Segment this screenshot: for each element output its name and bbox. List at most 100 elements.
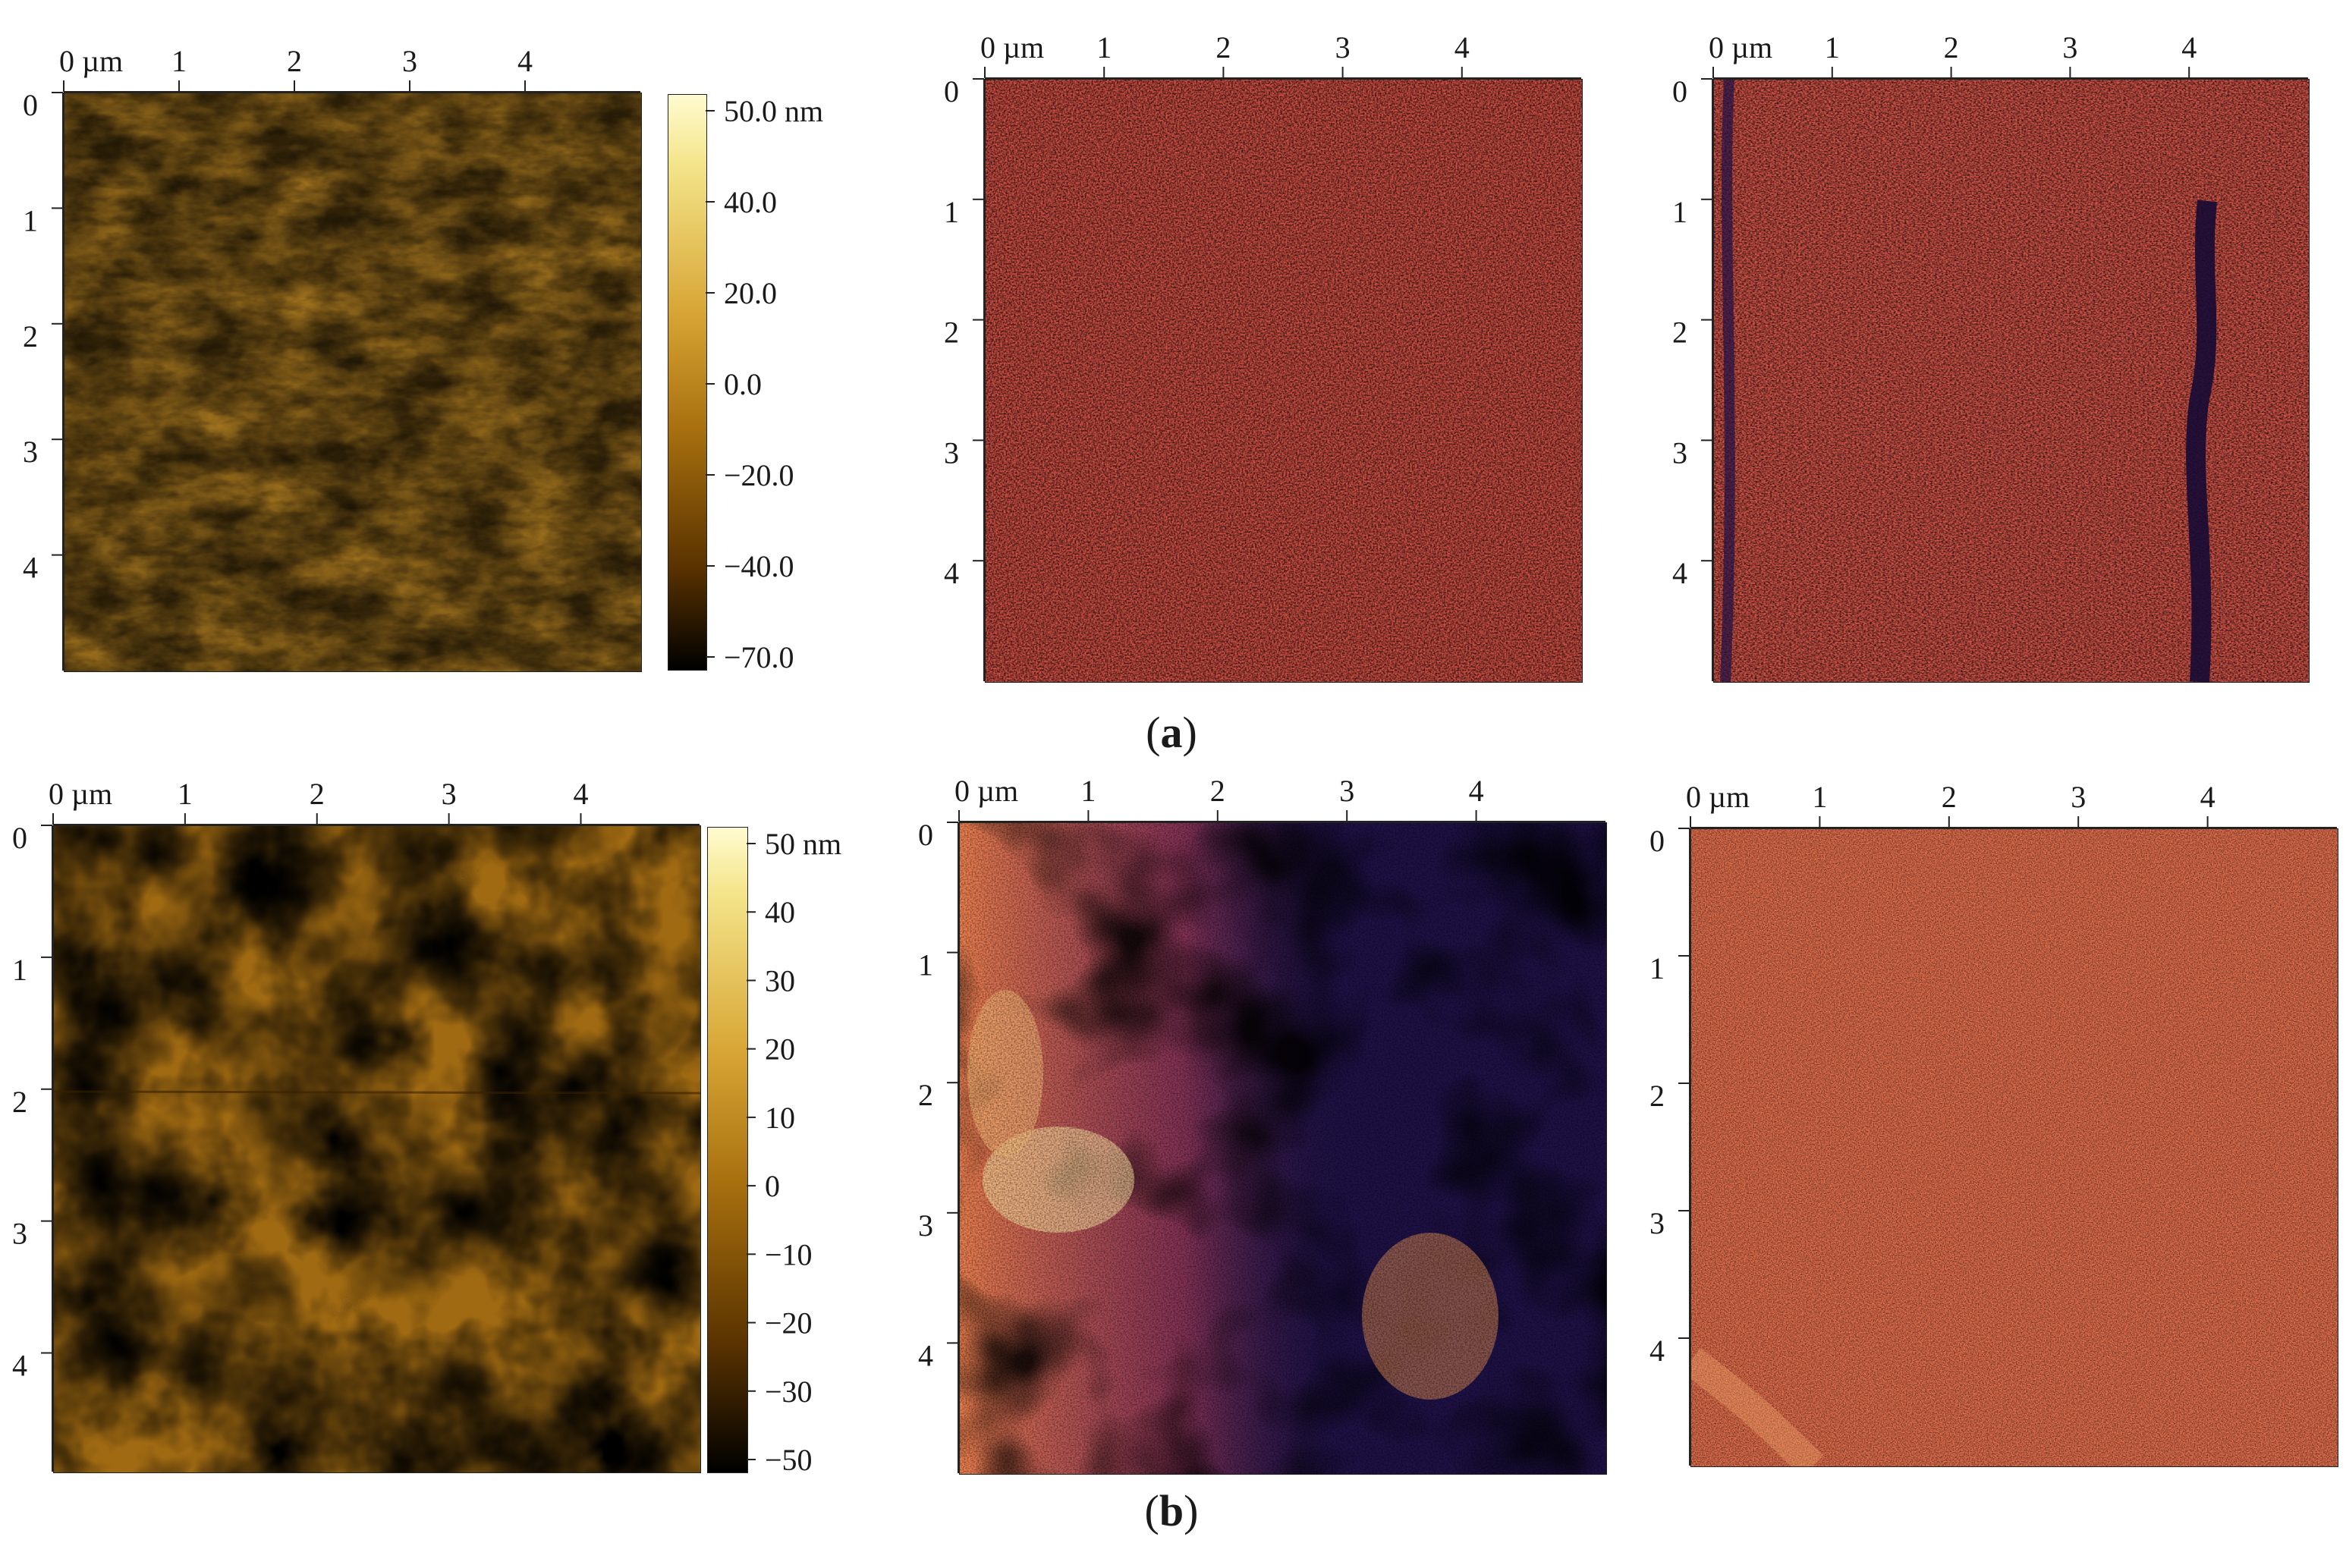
colorbar-tick-label: 20.0 [724, 276, 777, 310]
y-tick-label: 1 [944, 195, 959, 229]
y-tick-label: 4 [1649, 1334, 1665, 1368]
y-tick-label: 2 [12, 1085, 27, 1119]
caption-a: (a) [1146, 708, 1197, 757]
caption-b-letter: b [1159, 1486, 1184, 1535]
x-tick-label: 4 [1454, 30, 1470, 64]
colorbar-tick-label: 40.0 [724, 185, 777, 219]
x-tick-label: 4 [1469, 774, 1484, 808]
x-tick-label: 1 [171, 44, 187, 78]
caption-b: (b) [1144, 1486, 1199, 1535]
colorbar-tick-label: 20 [765, 1032, 795, 1067]
panel-a-height: 0 µm 1 2 3 4 0 1 2 3 4 50.0 nm 40.0 20.0 0.0 −20.0 −40… [0, 0, 910, 698]
y-tick-label: 0 [1672, 74, 1687, 108]
height-texture-b [54, 826, 700, 1472]
x-tick-label: 0 µm [954, 774, 1018, 808]
y-tick-label: 0 [1649, 824, 1665, 858]
axis-group: 0 µm 1 2 3 4 0 1 2 3 4 [1649, 780, 2337, 1466]
x-tick-label: 2 [1215, 30, 1231, 64]
y-tick-label: 2 [918, 1078, 933, 1112]
x-tick-label: 3 [402, 44, 417, 78]
y-tick-label: 4 [918, 1338, 933, 1372]
afm-height-image-a [64, 93, 642, 672]
y-tick-label: 3 [12, 1217, 27, 1251]
afm-phase-image-a2 [1713, 79, 2310, 683]
x-tick-label: 0 µm [1709, 30, 1772, 64]
colorbar-tick-label: 50.0 nm [724, 94, 823, 128]
axis-group: 0 µm 1 2 3 4 0 1 2 3 4 [23, 44, 640, 671]
panel-b-height: 0 µm 1 2 3 4 0 1 2 3 4 50 nm 40 30 20 10 0 −10 −20 −30 −50 [0, 759, 910, 1502]
x-tick-label: 2 [287, 44, 302, 78]
axes-b-phase-1: 0 µm 1 2 3 4 0 1 2 3 4 [918, 774, 1605, 1473]
y-tick-label: 3 [23, 435, 38, 469]
axis-group: 0 µm 1 2 3 4 0 1 2 3 4 [944, 30, 1581, 681]
axis-group: 0 µm 1 2 3 4 0 1 2 3 4 [12, 777, 700, 1472]
afm-phase-image-b2 [1690, 828, 2338, 1467]
colorbar-tick-label: 30 [765, 963, 795, 998]
y-tick-label: 0 [12, 821, 27, 855]
colorbar-a [668, 94, 707, 671]
y-tick-label: 4 [12, 1349, 27, 1383]
afm-phase-image-b1 [959, 822, 1607, 1475]
y-tick-label: 2 [1672, 316, 1687, 350]
x-tick-label: 3 [2062, 30, 2077, 64]
axes-b-height: 0 µm 1 2 3 4 0 1 2 3 4 [12, 777, 700, 1472]
axis-group: 0 µm 1 2 3 4 0 1 2 3 4 [918, 774, 1605, 1473]
phase-texture-a1 [986, 80, 1582, 682]
y-tick-label: 1 [918, 948, 933, 982]
afm-phase-image-a1 [985, 79, 1583, 683]
x-tick-label: 0 µm [59, 44, 123, 78]
colorbar-tick-label: 50 nm [765, 827, 841, 861]
x-tick-label: 4 [574, 777, 589, 811]
height-texture-a [64, 93, 641, 671]
colorbar-tick-label: 40 [765, 895, 795, 929]
axes-b-phase-2: 0 µm 1 2 3 4 0 1 2 3 4 [1649, 780, 2337, 1466]
phase-texture-b2 [1691, 829, 2338, 1466]
y-tick-label: 2 [23, 319, 38, 354]
x-tick-label: 1 [1825, 30, 1840, 64]
axes-a-height: 0 µm 1 2 3 4 0 1 2 3 4 [23, 44, 640, 671]
y-tick-label: 0 [23, 88, 38, 122]
x-tick-label: 4 [517, 44, 533, 78]
y-tick-label: 3 [918, 1208, 933, 1243]
colorbar-tick-label: −50 [765, 1443, 813, 1477]
axis-group: 0 µm 1 2 3 4 0 1 2 3 4 [1672, 30, 2308, 681]
panel-a-phase-1: 0 µm 1 2 3 4 0 1 2 3 4 [910, 0, 1639, 698]
x-tick-label: 3 [2071, 780, 2086, 814]
caption-a-letter: a [1160, 708, 1183, 757]
x-tick-label: 0 µm [980, 30, 1044, 64]
y-tick-label: 1 [1649, 951, 1665, 985]
x-tick-label: 4 [2181, 30, 2197, 64]
colorbar-b [707, 827, 748, 1473]
x-tick-label: 1 [1812, 780, 1827, 814]
colorbar-tick-label: −20 [765, 1306, 813, 1340]
colorbar-tick-label: −70.0 [724, 640, 794, 674]
x-tick-label: 0 µm [1686, 780, 1750, 814]
colorbar-tick-label: −20.0 [724, 458, 794, 492]
x-tick-label: 1 [178, 777, 193, 811]
panel-b-phase-1: 0 µm 1 2 3 4 0 1 2 3 4 [880, 759, 1624, 1502]
colorbar-tick-label: −10 [765, 1237, 813, 1271]
afm-height-image-b [53, 825, 701, 1473]
x-tick-label: 0 µm [49, 777, 112, 811]
y-tick-label: 2 [1649, 1079, 1665, 1113]
colorbar-b-labels: 50 nm 40 30 20 10 0 −10 −20 −30 −50 [747, 827, 841, 1477]
axes-a-phase-2: 0 µm 1 2 3 4 0 1 2 3 4 [1672, 30, 2308, 681]
x-tick-label: 4 [2200, 780, 2215, 814]
y-tick-label: 4 [23, 551, 38, 585]
x-tick-label: 3 [1335, 30, 1351, 64]
y-tick-label: 3 [944, 435, 959, 470]
x-tick-label: 2 [1944, 30, 1959, 64]
colorbar-tick-label: 0 [765, 1169, 780, 1203]
y-tick-label: 3 [1649, 1206, 1665, 1240]
x-tick-label: 2 [310, 777, 325, 811]
colorbar-a-labels: 50.0 nm 40.0 20.0 0.0 −20.0 −40.0 −70.0 [706, 94, 823, 674]
y-tick-label: 0 [944, 74, 959, 108]
colorbar-tick-label: −30 [765, 1375, 813, 1409]
colorbar-tick-label: 0.0 [724, 367, 762, 401]
y-tick-label: 4 [1672, 556, 1687, 590]
x-tick-label: 1 [1080, 774, 1096, 808]
phase-texture-b1 [960, 823, 1606, 1474]
x-tick-label: 2 [1210, 774, 1225, 808]
y-tick-label: 3 [1672, 435, 1687, 470]
panel-b-phase-2: 0 µm 1 2 3 4 0 1 2 3 4 [1624, 759, 2346, 1502]
